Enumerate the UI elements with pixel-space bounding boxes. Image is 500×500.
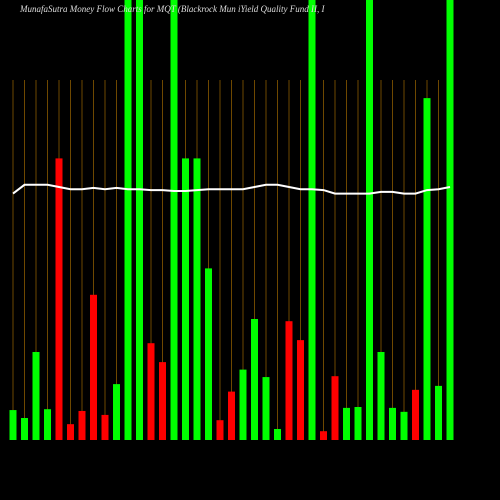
bar [308,0,316,440]
bar [193,158,201,440]
bar [101,414,109,440]
bar [55,158,63,440]
chart-title: MunafaSutra Money Flow Charts for MQT (B… [19,4,326,14]
bar [377,352,385,440]
bar [285,321,293,440]
bar [124,0,132,440]
bar [343,407,350,440]
bar [239,369,247,440]
bar [67,424,74,440]
bars [9,0,454,441]
bar [78,410,86,440]
bar [331,376,339,440]
bar [44,409,51,440]
bar [32,352,40,440]
bar [216,420,224,440]
bar [136,0,143,440]
bar [9,410,17,440]
bar [389,407,396,440]
bar [423,98,431,441]
bar [159,362,166,440]
bar [205,268,212,440]
bar [113,384,120,440]
bar [446,0,454,440]
bar [320,431,327,440]
bar [170,0,178,440]
bar [228,391,235,440]
bar [262,377,270,440]
price-line [12,183,451,195]
bar [147,343,155,440]
bar [182,158,189,440]
bar [297,340,304,440]
bar [90,294,97,440]
bar [400,411,408,440]
bar [412,389,419,440]
bar [354,407,362,440]
bar [435,385,442,440]
bar [274,429,281,440]
bar [21,418,28,440]
bar [366,0,373,440]
bar [251,319,258,440]
